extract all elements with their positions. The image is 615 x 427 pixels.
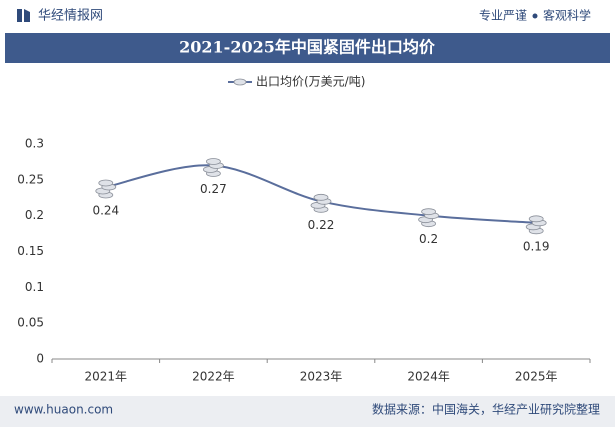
marker [202, 158, 224, 177]
coin [421, 208, 437, 216]
y-tick-label: 0.1 [25, 280, 44, 294]
title-bar [5, 33, 610, 63]
data-label: 0.19 [523, 239, 550, 253]
coin [313, 193, 329, 201]
data-label: 0.24 [92, 204, 119, 218]
data-label: 0.22 [308, 218, 335, 232]
coin [233, 78, 247, 86]
x-tick-label: 2025年 [515, 370, 558, 384]
data-label: 0.27 [200, 182, 227, 196]
data-label: 0.2 [419, 232, 438, 246]
source: 数据来源：中国海关，华经产业研究院整理 [372, 402, 600, 417]
footer-bar [0, 396, 615, 427]
coin [98, 179, 114, 187]
marker [525, 215, 547, 235]
y-tick-label: 0.05 [17, 316, 44, 330]
x-tick-label: 2023年 [300, 370, 343, 384]
slogan: 客观科学 [543, 8, 591, 23]
y-tick-label: 0.25 [17, 172, 44, 186]
website: www.huaon.com [14, 403, 113, 417]
legend-marker [233, 78, 247, 86]
y-tick-label: 0 [36, 352, 44, 366]
x-tick-label: 2024年 [407, 370, 450, 384]
legend-label: 出口均价(万美元/吨) [256, 75, 365, 89]
y-tick-label: 0.2 [25, 208, 44, 222]
y-tick-label: 0.15 [17, 244, 44, 258]
marker [95, 179, 117, 199]
y-tick-label: 0.3 [25, 137, 44, 151]
logo [17, 9, 30, 22]
top-bar [0, 0, 615, 30]
brand: 华经情报网 [38, 9, 103, 24]
x-tick-label: 2021年 [85, 370, 128, 384]
slogan: 专业严谨 [479, 8, 527, 23]
coin [528, 215, 544, 223]
chart-title: 2021-2025年中国紧固件出口均价 [179, 38, 436, 57]
x-tick-label: 2022年 [192, 370, 235, 384]
coin [205, 158, 221, 165]
marker [310, 193, 332, 213]
slogan-dot [532, 13, 538, 19]
marker [418, 208, 440, 228]
